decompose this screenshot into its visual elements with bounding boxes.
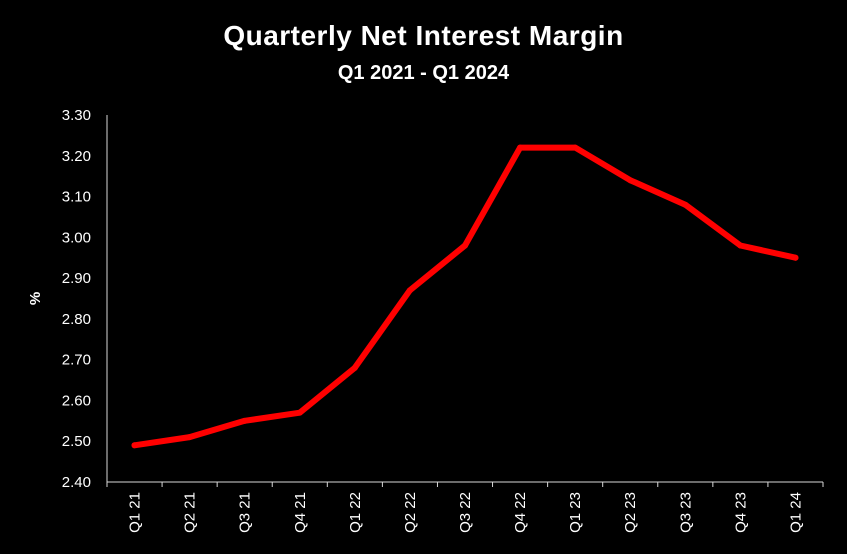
x-tick-label: Q3 22 — [457, 492, 474, 533]
y-axis-label: % — [27, 292, 44, 305]
x-tick-label: Q1 23 — [567, 492, 584, 533]
x-tick-label: Q4 23 — [732, 492, 749, 533]
x-tick-label: Q3 21 — [237, 492, 254, 533]
x-tick-label: Q2 22 — [402, 492, 419, 533]
x-axis: Q1 21 Q2 21 Q3 21 Q4 21 Q1 22 Q2 22 Q3 22 Q4 22… — [106, 482, 824, 533]
data-point — [406, 287, 413, 294]
chart-title: Quarterly Net Interest Margin — [223, 20, 624, 51]
data-point — [682, 201, 689, 208]
y-tick-label: 3.30 — [62, 107, 91, 124]
x-tick-label: Q1 22 — [347, 492, 364, 533]
series-line — [131, 144, 799, 449]
data-point — [462, 242, 468, 249]
data-point — [517, 144, 524, 151]
x-tick-label: Q1 24 — [787, 492, 804, 533]
data-point — [351, 364, 358, 371]
x-tick-label: Q2 23 — [622, 492, 639, 533]
data-point — [296, 409, 303, 416]
data-point — [792, 254, 799, 261]
x-tick-label: Q4 22 — [512, 492, 529, 533]
y-tick-label: 2.70 — [62, 352, 91, 369]
chart-subtitle: Q1 2021 - Q1 2024 — [337, 62, 510, 84]
y-axis: 2.40 2.50 2.60 2.70 2.80 2.90 3.00 3.10 3.20 3.30 — [62, 107, 91, 491]
data-point — [131, 442, 138, 449]
y-tick-label: 2.60 — [62, 392, 91, 409]
y-tick-label: 2.50 — [62, 433, 91, 450]
series-group — [131, 144, 799, 449]
data-point — [737, 242, 744, 249]
x-tick-label: Q2 21 — [182, 492, 199, 533]
x-tick-label: Q1 21 — [127, 492, 144, 533]
data-point — [241, 417, 248, 424]
y-tick-label: 3.00 — [62, 229, 91, 246]
data-point — [627, 177, 634, 184]
data-point — [572, 144, 579, 151]
y-tick-label: 3.20 — [62, 148, 91, 165]
y-tick-label: 2.40 — [62, 474, 91, 491]
y-tick-label: 2.80 — [62, 311, 91, 328]
x-tick-label: Q3 23 — [677, 492, 694, 533]
y-tick-label: 3.10 — [62, 189, 91, 206]
data-point — [186, 434, 193, 441]
y-tick-label: 2.90 — [62, 270, 91, 287]
x-tick-label: Q4 21 — [292, 492, 309, 533]
